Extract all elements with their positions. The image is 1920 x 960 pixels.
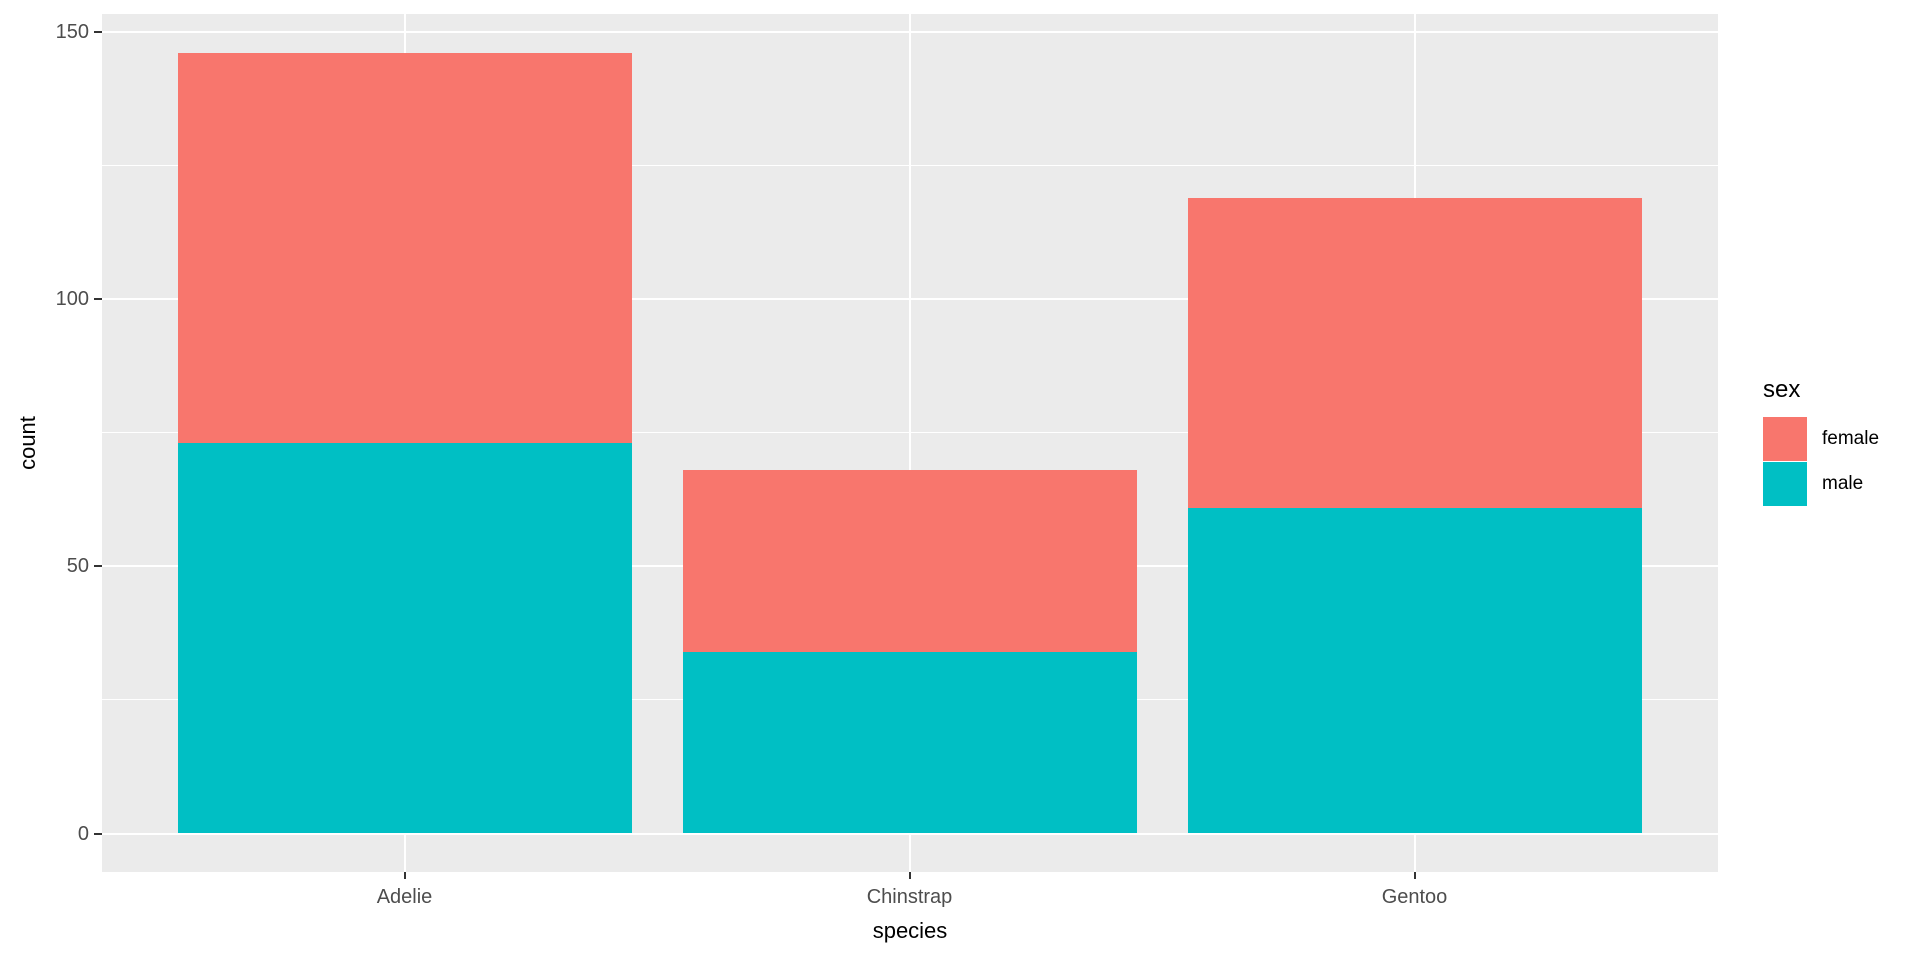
x-tick-mark xyxy=(908,872,911,879)
y-tick-mark xyxy=(94,832,102,835)
legend-items: female male xyxy=(1763,417,1879,506)
legend-swatch-male xyxy=(1763,462,1807,506)
legend-item-female: female xyxy=(1763,417,1879,461)
bar-chinstrap-male xyxy=(682,651,1137,834)
legend: sex female male xyxy=(1763,376,1879,507)
y-tick-mark xyxy=(94,565,102,568)
x-axis-title: species xyxy=(872,918,948,943)
plot-panel xyxy=(102,14,1718,872)
legend-swatch-female xyxy=(1763,417,1807,461)
x-tick-mark xyxy=(1413,872,1416,879)
legend-item-male: male xyxy=(1763,462,1879,506)
y-tick-label: 100 xyxy=(55,288,89,311)
legend-label: female xyxy=(1822,428,1880,449)
y-tick-label: 50 xyxy=(66,555,89,578)
bar-gentoo-female xyxy=(1187,197,1642,508)
x-tick-label: Adelie xyxy=(376,886,433,908)
y-axis-title: count xyxy=(15,416,40,470)
y-tick-mark xyxy=(94,31,102,33)
bar-chinstrap-female xyxy=(682,470,1137,652)
x-tick-mark xyxy=(403,872,406,879)
legend-label: male xyxy=(1822,473,1864,494)
y-tick-label: 150 xyxy=(55,21,89,43)
y-tick-label: 0 xyxy=(77,822,89,845)
x-tick-label: Gentoo xyxy=(1381,886,1448,908)
bar-adelie-female xyxy=(177,53,632,444)
legend-title: sex xyxy=(1763,376,1801,403)
y-tick-mark xyxy=(94,298,102,301)
bar-gentoo-male xyxy=(1187,507,1642,834)
x-tick-label: Chinstrap xyxy=(866,886,953,908)
bar-adelie-male xyxy=(177,443,632,834)
vertical-gridline xyxy=(908,14,911,872)
